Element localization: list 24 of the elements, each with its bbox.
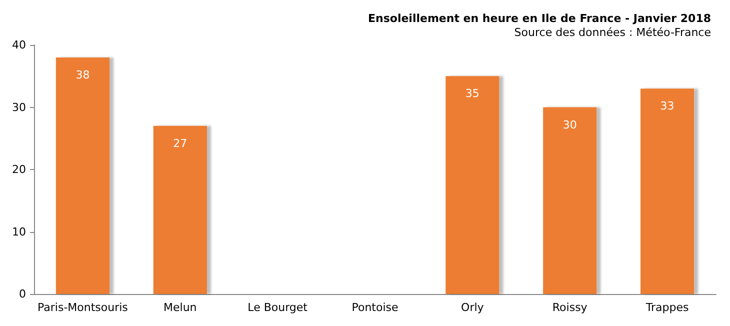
x-tick-label: Pontoise — [352, 301, 398, 314]
bar — [446, 76, 500, 294]
y-tick-label: 10 — [12, 225, 26, 238]
x-tick-label: Trappes — [644, 301, 689, 314]
x-tick-label: Le Bourget — [248, 301, 308, 314]
x-tick-label: Orly — [461, 301, 484, 314]
data-label: 27 — [173, 136, 188, 150]
y-tick-label: 0 — [19, 288, 26, 300]
bar — [640, 88, 694, 294]
bar — [543, 107, 597, 294]
x-tick-label: Roissy — [552, 301, 588, 314]
data-label: 33 — [660, 100, 674, 113]
chart-title: Ensoleillement en heure en Ile de France - Janvier 2018 — [368, 12, 712, 25]
x-tick-label: Paris-Montsouris — [38, 301, 128, 314]
y-tick-label: 30 — [12, 100, 26, 114]
chart-subtitle: Source des données : Météo-France — [514, 26, 712, 39]
data-label: 30 — [562, 118, 577, 132]
bar — [153, 126, 207, 294]
y-tick-label: 20 — [12, 163, 26, 176]
data-label: 38 — [76, 68, 90, 82]
y-tick-label: 40 — [12, 38, 26, 52]
x-tick-label: Melun — [164, 301, 197, 314]
data-label: 35 — [465, 87, 480, 100]
bar — [56, 57, 110, 294]
